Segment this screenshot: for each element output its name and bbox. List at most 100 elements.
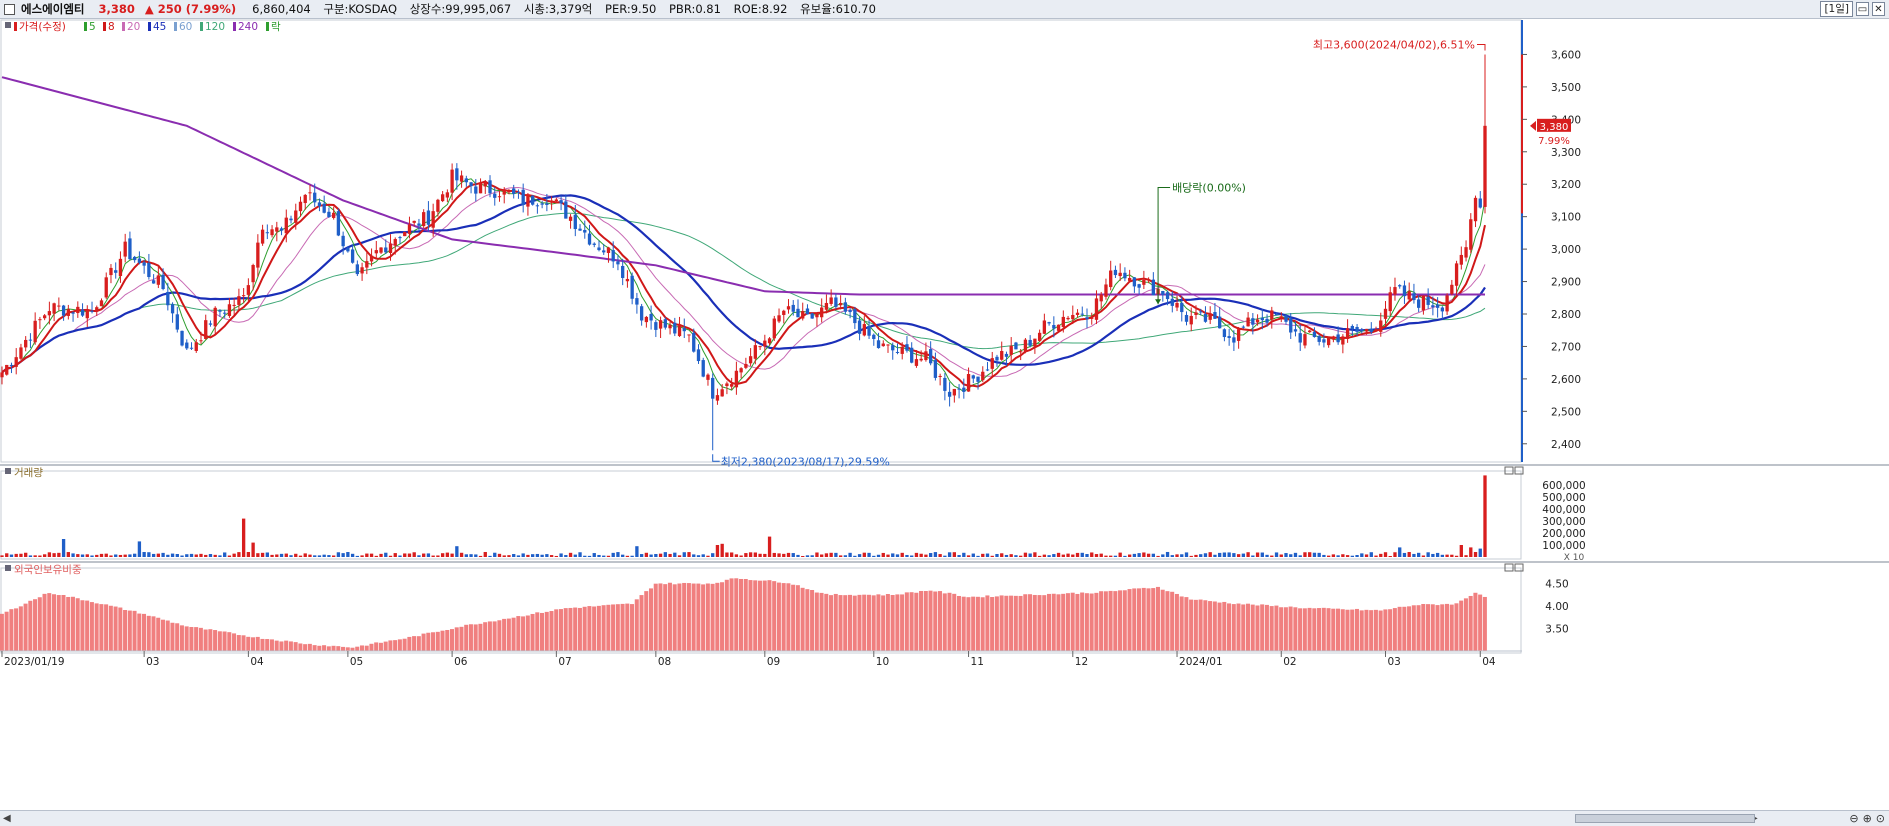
- volume-bar: [350, 553, 355, 557]
- candle-body: [1194, 312, 1198, 315]
- scroll-thumb[interactable]: [1575, 814, 1755, 823]
- chart-canvas[interactable]: 3,6003,5003,4003,3003,2003,1003,0002,900…: [0, 19, 1889, 810]
- candle-body: [270, 229, 274, 236]
- x-tick-label: 03: [146, 656, 159, 668]
- candle-body: [853, 309, 857, 324]
- volume-bar: [649, 554, 653, 557]
- volume-bar: [1004, 554, 1009, 557]
- candle-body: [1052, 325, 1056, 329]
- dividend-annotation: 배당락(0.00%): [1172, 181, 1246, 194]
- candle-body: [1199, 311, 1203, 313]
- volume-bar: [114, 554, 118, 557]
- panel-menu-icon[interactable]: [5, 22, 11, 28]
- volume-bar: [436, 555, 440, 557]
- zoom-in-icon[interactable]: ⊕: [1862, 812, 1872, 825]
- volume-bar: [635, 546, 639, 557]
- candle-body: [715, 395, 720, 401]
- volume-bar: [720, 543, 724, 557]
- volume-bar: [658, 553, 663, 557]
- x-tick-label: 05: [350, 656, 363, 668]
- select-checkbox[interactable]: [4, 3, 15, 15]
- candle-body: [128, 238, 132, 260]
- restore-icon[interactable]: ▭: [1856, 2, 1869, 16]
- volume-bar: [232, 553, 236, 557]
- candle-body: [801, 311, 805, 319]
- candle-body: [1241, 326, 1246, 328]
- candle-body: [1056, 324, 1061, 331]
- scroll-bar[interactable]: ◀ ▶ ⊖ ⊕ ⊙: [0, 810, 1889, 826]
- foreign-ratio-bar: [14, 608, 19, 651]
- panel-maximize-icon[interactable]: [1504, 563, 1514, 572]
- volume-bar: [1127, 554, 1132, 557]
- candle-body: [66, 309, 70, 316]
- panel-menu-icon[interactable]: [5, 565, 11, 571]
- volume-bar: [1445, 554, 1449, 557]
- volume-bar: [1232, 553, 1236, 557]
- stock-info: 6,860,404 구분:KOSDAQ 상장수:99,995,067 시총:3,…: [252, 1, 885, 17]
- volume-bar: [1236, 554, 1241, 557]
- volume-bar: [696, 555, 701, 557]
- candle-body: [379, 247, 383, 253]
- foreign-ratio-bar: [1179, 596, 1184, 651]
- candle-body: [469, 182, 473, 187]
- foreign-ratio-bar: [904, 592, 909, 651]
- foreign-ratio-bar: [1392, 608, 1397, 651]
- close-icon[interactable]: ✕: [1872, 2, 1885, 16]
- panel-maximize-icon[interactable]: [1504, 466, 1514, 475]
- volume-bar: [1417, 552, 1421, 557]
- volume-bar: [488, 555, 492, 557]
- ma20-line: [1, 186, 1486, 377]
- foreign-ratio-bar: [497, 620, 502, 651]
- foreign-ratio-bar: [1009, 595, 1014, 651]
- ma240-line: [1, 76, 1485, 296]
- foreign-ratio-bar: [791, 584, 796, 651]
- volume-bar: [85, 554, 89, 557]
- candle-body: [530, 195, 535, 205]
- candle-body: [772, 318, 776, 339]
- zoom-reset-icon[interactable]: ⊙: [1875, 812, 1885, 825]
- volume-bar: [1369, 552, 1373, 557]
- candle-body: [142, 262, 146, 266]
- volume-bar: [1469, 547, 1473, 557]
- volume-bar: [1118, 552, 1122, 557]
- volume-bar: [838, 555, 843, 557]
- panel-close-icon[interactable]: [1514, 563, 1524, 572]
- foreign-ratio-bar: [146, 615, 151, 651]
- period-selector[interactable]: [1일]: [1820, 1, 1853, 17]
- foreign-ratio-bar: [445, 629, 450, 651]
- candle-body: [1298, 333, 1302, 343]
- x-tick-label: 06: [454, 656, 468, 668]
- candle-body: [1336, 334, 1340, 343]
- volume-bar: [398, 555, 402, 557]
- volume-bar: [1113, 555, 1118, 557]
- candle-body: [753, 345, 758, 359]
- volume-bar: [1398, 547, 1402, 557]
- candle-body: [61, 305, 66, 316]
- foreign-ratio-bar: [473, 624, 478, 651]
- candle-body: [483, 182, 487, 187]
- candle-body: [1180, 302, 1184, 313]
- zoom-out-icon[interactable]: ⊖: [1849, 812, 1859, 825]
- candle-body: [1222, 329, 1227, 338]
- foreign-ratio-bar: [729, 578, 734, 651]
- price-tick-label: 3,600: [1551, 49, 1581, 61]
- candle-body: [374, 250, 378, 254]
- volume-bar: [393, 553, 397, 557]
- panel-close-icon[interactable]: [1514, 466, 1524, 475]
- foreign-ratio-bar: [971, 596, 976, 651]
- volume-bar: [109, 555, 113, 557]
- volume-bar: [189, 553, 194, 557]
- volume-bar: [981, 553, 985, 557]
- foreign-ratio-bar: [179, 625, 184, 651]
- candle-body: [1317, 336, 1321, 342]
- foreign-ratio-bar: [1208, 601, 1213, 651]
- candle-body: [668, 325, 672, 329]
- high-marker: [1477, 43, 1486, 51]
- volume-bar: [910, 555, 914, 557]
- ma120-line: [1, 212, 1486, 373]
- panel-menu-icon[interactable]: [5, 468, 11, 474]
- foreign-ratio-bar: [985, 595, 990, 651]
- scroll-left-icon[interactable]: ◀: [3, 813, 11, 824]
- foreign-ratio-bar: [838, 595, 843, 651]
- foreign-ratio-bar: [160, 619, 165, 651]
